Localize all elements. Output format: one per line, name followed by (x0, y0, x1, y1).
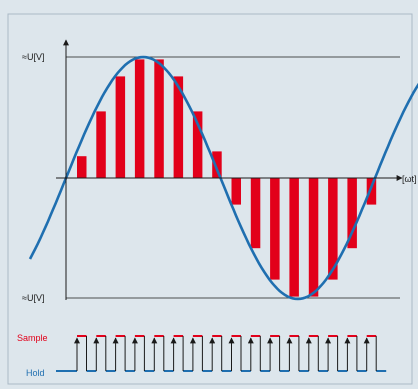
sample-bars (77, 59, 377, 297)
sample-bar (115, 76, 126, 178)
sample-bar (366, 178, 377, 205)
sample-bar (347, 178, 357, 249)
amplitude-label-top: ≈U[V] (22, 52, 44, 62)
sample-bar (154, 59, 164, 178)
sample-bar (77, 156, 87, 178)
sine-wave (28, 55, 418, 301)
x-axis-label: [ωt] (402, 174, 417, 184)
hold-signal-label: Hold (26, 368, 45, 378)
sample-bar (231, 178, 241, 205)
sample-bar (192, 111, 203, 178)
sample-signal-label: Sample (17, 333, 48, 343)
sample-bar (328, 178, 338, 280)
sample-bar (212, 151, 222, 178)
sample-hold-signal (56, 335, 387, 372)
diagram-frame (7, 13, 413, 385)
sample-bar (308, 178, 319, 297)
sample-bar (173, 76, 184, 178)
sample-bar (289, 178, 299, 297)
sample-bar (270, 178, 280, 280)
amplitude-label-bottom: ≈U[V] (22, 293, 44, 303)
sample-bar (96, 111, 106, 178)
sample-bar (134, 59, 145, 178)
sample-bar (250, 178, 261, 249)
